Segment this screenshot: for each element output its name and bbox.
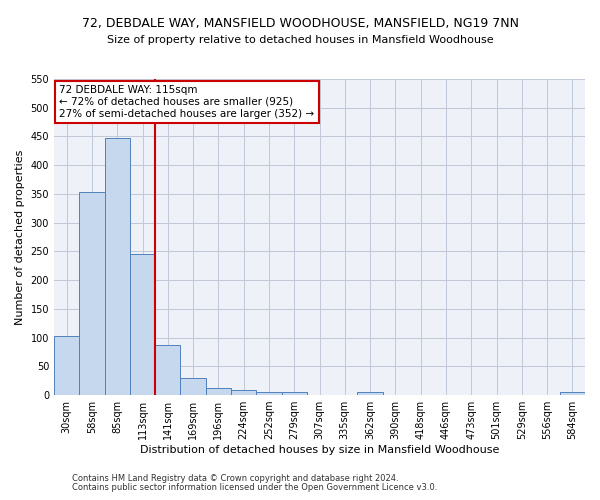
Bar — [231, 390, 256, 395]
Text: Contains HM Land Registry data © Crown copyright and database right 2024.: Contains HM Land Registry data © Crown c… — [72, 474, 398, 483]
Bar — [560, 392, 585, 395]
Bar — [104, 138, 130, 395]
Bar — [358, 392, 383, 395]
X-axis label: Distribution of detached houses by size in Mansfield Woodhouse: Distribution of detached houses by size … — [140, 445, 499, 455]
Bar — [181, 378, 206, 395]
Y-axis label: Number of detached properties: Number of detached properties — [15, 150, 25, 324]
Bar — [155, 344, 181, 395]
Bar — [79, 192, 104, 395]
Bar — [130, 254, 155, 395]
Bar — [206, 388, 231, 395]
Bar — [256, 392, 281, 395]
Text: 72, DEBDALE WAY, MANSFIELD WOODHOUSE, MANSFIELD, NG19 7NN: 72, DEBDALE WAY, MANSFIELD WOODHOUSE, MA… — [82, 18, 518, 30]
Bar — [281, 392, 307, 395]
Text: 72 DEBDALE WAY: 115sqm
← 72% of detached houses are smaller (925)
27% of semi-de: 72 DEBDALE WAY: 115sqm ← 72% of detached… — [59, 86, 314, 118]
Text: Size of property relative to detached houses in Mansfield Woodhouse: Size of property relative to detached ho… — [107, 35, 493, 45]
Bar — [54, 336, 79, 395]
Text: Contains public sector information licensed under the Open Government Licence v3: Contains public sector information licen… — [72, 483, 437, 492]
